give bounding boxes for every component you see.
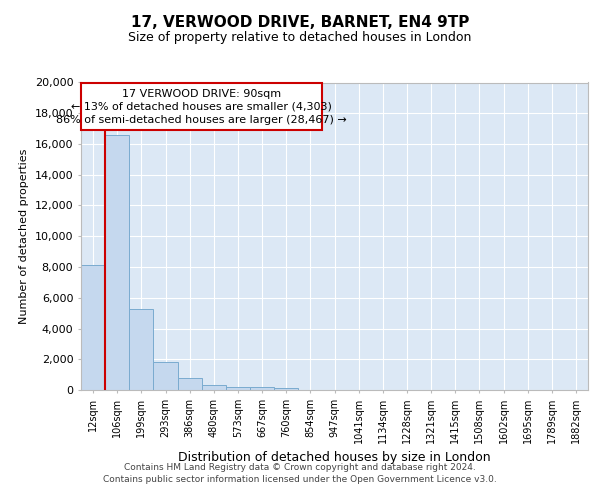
X-axis label: Distribution of detached houses by size in London: Distribution of detached houses by size … xyxy=(178,452,491,464)
Bar xyxy=(250,387,274,390)
Text: ← 13% of detached houses are smaller (4,303): ← 13% of detached houses are smaller (4,… xyxy=(71,102,332,112)
Bar xyxy=(226,386,250,390)
Bar xyxy=(105,135,129,390)
Bar xyxy=(178,378,202,390)
Bar xyxy=(202,385,226,390)
Bar xyxy=(154,362,178,390)
Text: 86% of semi-detached houses are larger (28,467) →: 86% of semi-detached houses are larger (… xyxy=(56,115,347,125)
Bar xyxy=(129,308,154,390)
Y-axis label: Number of detached properties: Number of detached properties xyxy=(19,148,29,324)
Text: Contains HM Land Registry data © Crown copyright and database right 2024.: Contains HM Land Registry data © Crown c… xyxy=(124,463,476,472)
Text: 17, VERWOOD DRIVE, BARNET, EN4 9TP: 17, VERWOOD DRIVE, BARNET, EN4 9TP xyxy=(131,15,469,30)
Bar xyxy=(81,84,322,130)
Text: 17 VERWOOD DRIVE: 90sqm: 17 VERWOOD DRIVE: 90sqm xyxy=(122,88,281,99)
Bar xyxy=(81,266,105,390)
Bar xyxy=(274,388,298,390)
Text: Size of property relative to detached houses in London: Size of property relative to detached ho… xyxy=(128,31,472,44)
Text: Contains public sector information licensed under the Open Government Licence v3: Contains public sector information licen… xyxy=(103,476,497,484)
